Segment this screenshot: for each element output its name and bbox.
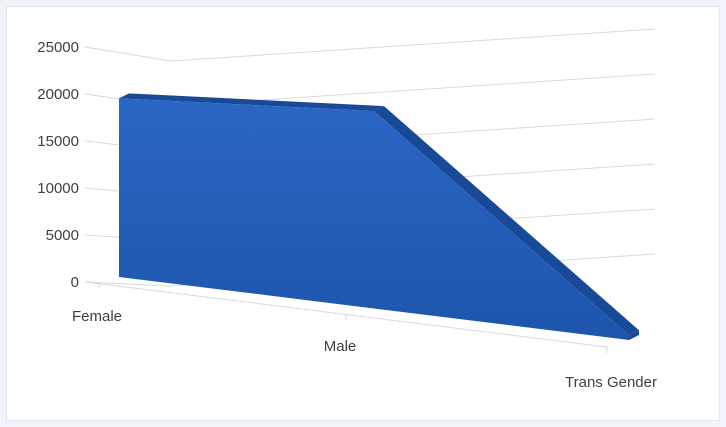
x-tick-label-female: Female: [72, 308, 122, 325]
y-tick-label-10000: 10000: [37, 180, 79, 197]
area-end-cap: [629, 330, 639, 340]
area-front-face: [119, 98, 629, 341]
x-tick-label-male: Male: [324, 338, 357, 355]
chart-frame: 0 5000 10000 15000 20000 25000 Female Male Trans…: [6, 6, 720, 421]
area-top-face-1: [374, 106, 639, 336]
wall-gridline-25000: [84, 46, 172, 62]
area-top-face-0: [119, 93, 384, 112]
y-tick-label-15000: 15000: [37, 133, 79, 150]
y-tick-label-0: 0: [71, 274, 79, 291]
y-tick-label-20000: 20000: [37, 86, 79, 103]
area-chart-3d: 0 5000 10000 15000 20000 25000 Female Male Trans…: [37, 28, 657, 391]
y-tick-label-5000: 5000: [46, 227, 79, 244]
x-tick-label-trans-gender: Trans Gender: [565, 374, 657, 391]
gridline-25000: [170, 28, 656, 62]
y-tick-label-25000: 25000: [37, 39, 79, 56]
wall-gridline-0: [84, 281, 172, 287]
